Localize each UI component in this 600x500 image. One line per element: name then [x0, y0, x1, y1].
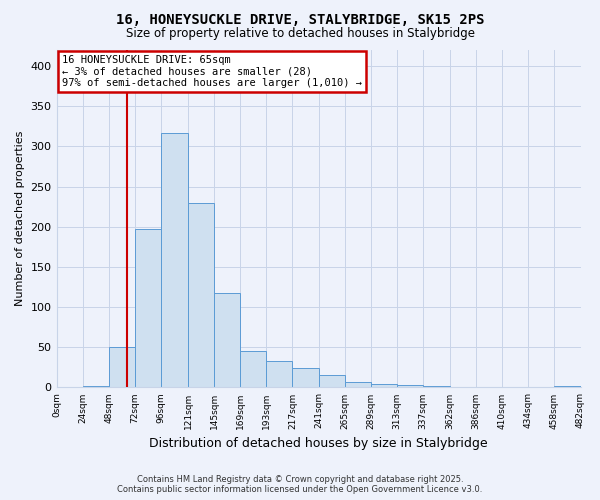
Text: Contains public sector information licensed under the Open Government Licence v3: Contains public sector information licen… [118, 485, 482, 494]
Bar [554, 386, 581, 388]
Bar [502, 386, 529, 388]
Y-axis label: Number of detached properties: Number of detached properties [15, 131, 25, 306]
Bar [344, 382, 371, 388]
Text: 16 HONEYSUCKLE DRIVE: 65sqm
← 3% of detached houses are smaller (28)
97% of semi: 16 HONEYSUCKLE DRIVE: 65sqm ← 3% of deta… [62, 55, 362, 88]
Bar [450, 386, 476, 388]
Bar [266, 361, 292, 388]
Bar [423, 386, 450, 388]
Text: Size of property relative to detached houses in Stalybridge: Size of property relative to detached ho… [125, 28, 475, 40]
Bar [240, 352, 266, 388]
Bar [188, 202, 214, 388]
Bar [319, 376, 344, 388]
Bar [109, 348, 135, 388]
Text: Contains HM Land Registry data © Crown copyright and database right 2025.: Contains HM Land Registry data © Crown c… [137, 475, 463, 484]
X-axis label: Distribution of detached houses by size in Stalybridge: Distribution of detached houses by size … [149, 437, 488, 450]
Bar [292, 368, 319, 388]
Bar [161, 133, 188, 388]
Bar [83, 386, 109, 388]
Text: 16, HONEYSUCKLE DRIVE, STALYBRIDGE, SK15 2PS: 16, HONEYSUCKLE DRIVE, STALYBRIDGE, SK15… [116, 12, 484, 26]
Bar [371, 384, 397, 388]
Bar [135, 229, 161, 388]
Bar [476, 386, 502, 388]
Bar [397, 385, 423, 388]
Bar [214, 294, 240, 388]
